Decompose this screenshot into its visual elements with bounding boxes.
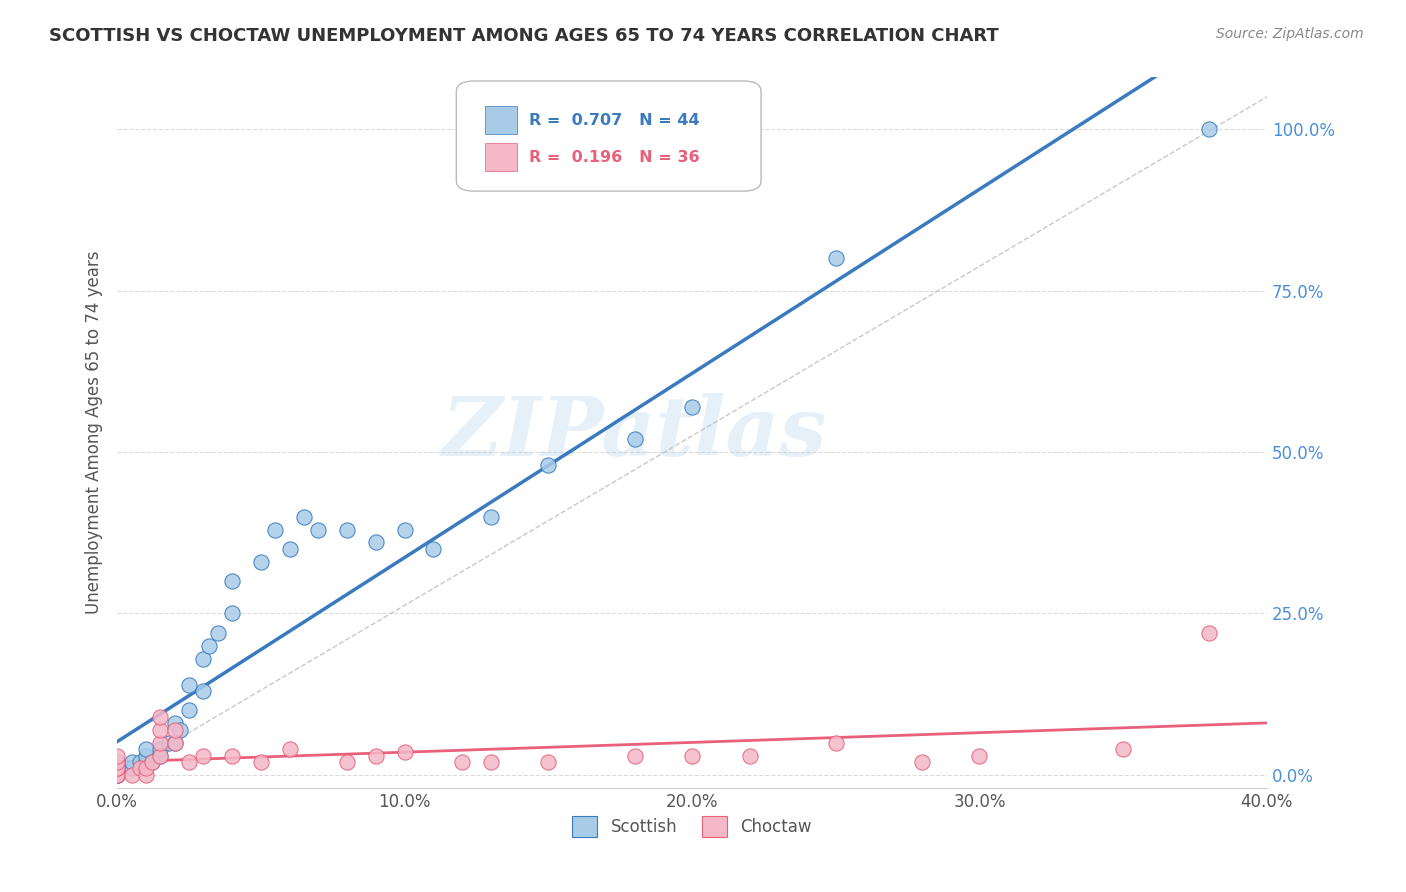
- Text: SCOTTISH VS CHOCTAW UNEMPLOYMENT AMONG AGES 65 TO 74 YEARS CORRELATION CHART: SCOTTISH VS CHOCTAW UNEMPLOYMENT AMONG A…: [49, 27, 998, 45]
- Point: [129, 762, 152, 776]
- Point: [193, 748, 215, 763]
- Point: [105, 762, 128, 776]
- Point: [177, 755, 200, 769]
- Point: [121, 755, 143, 769]
- Point: [163, 716, 186, 731]
- Point: [364, 748, 387, 763]
- Point: [738, 748, 761, 763]
- Point: [135, 755, 157, 769]
- Point: [292, 509, 315, 524]
- Point: [163, 736, 186, 750]
- Point: [681, 748, 703, 763]
- Point: [105, 768, 128, 782]
- Point: [1198, 122, 1220, 136]
- Point: [198, 639, 221, 653]
- Point: [824, 736, 846, 750]
- Point: [135, 742, 157, 756]
- Point: [221, 574, 243, 589]
- Point: [149, 723, 172, 737]
- Point: [537, 755, 560, 769]
- Point: [336, 523, 359, 537]
- Point: [1198, 625, 1220, 640]
- Point: [169, 723, 191, 737]
- Point: [307, 523, 329, 537]
- Point: [623, 748, 645, 763]
- Point: [105, 768, 128, 782]
- Point: [163, 723, 186, 737]
- Point: [177, 703, 200, 717]
- Point: [394, 745, 416, 759]
- Point: [129, 755, 152, 769]
- Point: [422, 541, 444, 556]
- Point: [221, 607, 243, 621]
- Point: [681, 400, 703, 414]
- Point: [250, 555, 273, 569]
- Point: [163, 736, 186, 750]
- Point: [149, 742, 172, 756]
- Point: [264, 523, 287, 537]
- Point: [135, 748, 157, 763]
- FancyBboxPatch shape: [485, 106, 517, 135]
- Point: [479, 509, 502, 524]
- Text: ZIPatlas: ZIPatlas: [441, 392, 827, 473]
- Point: [149, 748, 172, 763]
- FancyBboxPatch shape: [457, 81, 761, 191]
- Point: [105, 762, 128, 776]
- Point: [336, 755, 359, 769]
- Point: [135, 755, 157, 769]
- Point: [149, 736, 172, 750]
- Point: [278, 742, 301, 756]
- Point: [105, 768, 128, 782]
- Point: [250, 755, 273, 769]
- Text: R =  0.707   N = 44: R = 0.707 N = 44: [529, 112, 699, 128]
- Point: [149, 710, 172, 724]
- Point: [105, 755, 128, 769]
- Point: [479, 755, 502, 769]
- Point: [537, 458, 560, 472]
- Point: [824, 252, 846, 266]
- Point: [121, 762, 143, 776]
- Text: Source: ZipAtlas.com: Source: ZipAtlas.com: [1216, 27, 1364, 41]
- Point: [105, 762, 128, 776]
- Point: [969, 748, 991, 763]
- Point: [364, 535, 387, 549]
- Point: [193, 684, 215, 698]
- Y-axis label: Unemployment Among Ages 65 to 74 years: Unemployment Among Ages 65 to 74 years: [86, 251, 103, 615]
- Point: [135, 768, 157, 782]
- Text: R =  0.196   N = 36: R = 0.196 N = 36: [529, 150, 699, 164]
- FancyBboxPatch shape: [485, 143, 517, 171]
- Point: [623, 432, 645, 446]
- Point: [105, 748, 128, 763]
- Point: [177, 677, 200, 691]
- Point: [135, 762, 157, 776]
- Point: [105, 768, 128, 782]
- Point: [451, 755, 474, 769]
- Point: [105, 762, 128, 776]
- Point: [149, 748, 172, 763]
- Point: [221, 748, 243, 763]
- Point: [207, 625, 229, 640]
- Legend: Scottish, Choctaw: Scottish, Choctaw: [565, 810, 818, 844]
- Point: [278, 541, 301, 556]
- Point: [141, 755, 163, 769]
- Point: [121, 768, 143, 782]
- Point: [105, 768, 128, 782]
- Point: [141, 755, 163, 769]
- Point: [1112, 742, 1135, 756]
- Point: [157, 736, 180, 750]
- Point: [911, 755, 934, 769]
- Point: [105, 762, 128, 776]
- Point: [394, 523, 416, 537]
- Point: [105, 768, 128, 782]
- Point: [193, 651, 215, 665]
